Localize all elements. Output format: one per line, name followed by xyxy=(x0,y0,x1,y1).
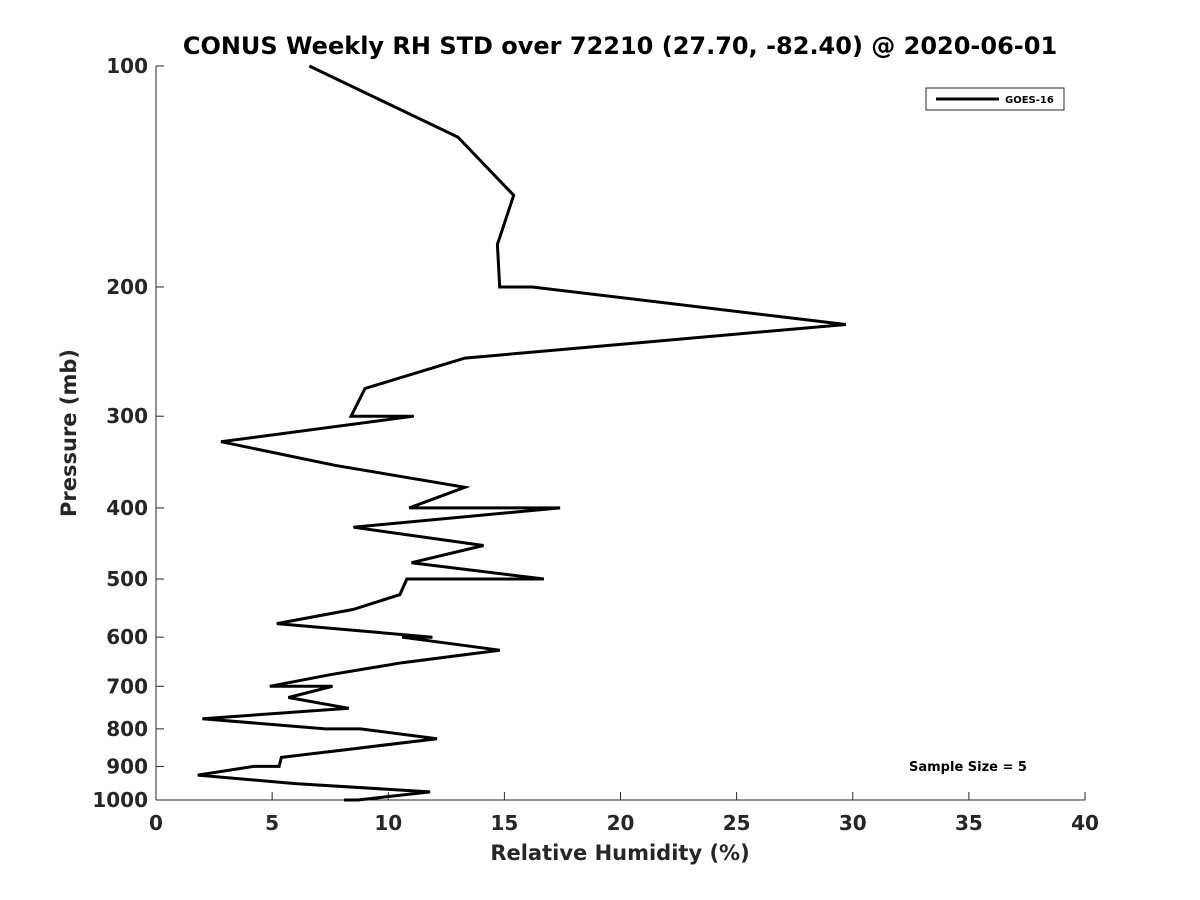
y-ticks: 100 200 300 400 500 600 700 800 900 1000 xyxy=(92,54,164,812)
x-ticks: 0 5 10 15 20 25 30 35 40 xyxy=(149,792,1099,835)
y-tick-label-300: 300 xyxy=(106,404,148,428)
y-tick-label-600: 600 xyxy=(106,625,148,649)
x-tick-label-5: 5 xyxy=(265,811,279,835)
x-tick-label-10: 10 xyxy=(374,811,402,835)
series-group xyxy=(197,64,846,802)
legend: GOES-16 xyxy=(925,87,1065,111)
x-tick-label-30: 30 xyxy=(839,811,867,835)
y-axis-label: Pressure (mb) xyxy=(57,349,81,517)
y-tick-label-1000: 1000 xyxy=(92,788,148,812)
y-tick-label-900: 900 xyxy=(106,754,148,778)
y-tick-label-400: 400 xyxy=(106,496,148,520)
y-tick-label-200: 200 xyxy=(106,275,148,299)
x-tick-label-0: 0 xyxy=(149,811,163,835)
chart-title: CONUS Weekly RH STD over 72210 (27.70, -… xyxy=(183,32,1057,60)
y-tick-label-800: 800 xyxy=(106,717,148,741)
sample-size-annotation: Sample Size = 5 xyxy=(909,760,1027,775)
x-tick-label-15: 15 xyxy=(490,811,518,835)
x-tick-label-35: 35 xyxy=(955,811,983,835)
x-tick-label-40: 40 xyxy=(1071,811,1099,835)
legend-entry-goes-16: GOES-16 xyxy=(1005,95,1054,106)
y-tick-label-100: 100 xyxy=(106,54,148,78)
x-axis-label: Relative Humidity (%) xyxy=(490,841,749,865)
x-tick-label-20: 20 xyxy=(607,811,635,835)
x-tick-label-25: 25 xyxy=(723,811,751,835)
y-tick-label-700: 700 xyxy=(106,674,148,698)
series-line-goes-16 xyxy=(197,64,846,802)
y-tick-label-500: 500 xyxy=(106,567,148,591)
